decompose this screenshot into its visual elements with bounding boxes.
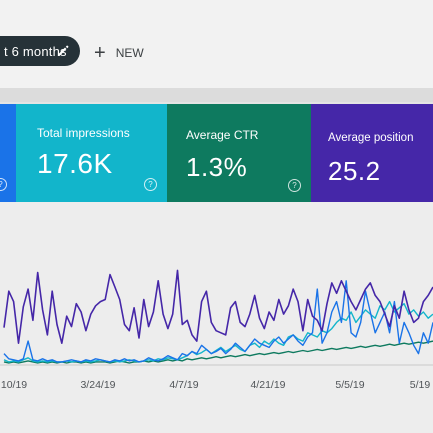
metric-value: 17.6K <box>37 148 113 179</box>
toolbar: t 6 months + NEW <box>0 0 433 88</box>
metric-value: 1.3% <box>186 152 248 182</box>
toolbar-divider <box>0 88 433 102</box>
date-range-chip[interactable]: t 6 months <box>0 36 80 66</box>
metric-card-ctr[interactable]: Average CTR 1.3% ? <box>167 104 311 202</box>
metric-value: 25.2 <box>328 156 381 186</box>
series-line-3 <box>3 340 433 364</box>
series-line-0 <box>3 269 433 344</box>
help-circle-icon[interactable]: ? <box>144 178 157 191</box>
metric-cards: ? Total impressions 17.6K ? Average CTR … <box>0 104 433 202</box>
x-tick-label: 10/19 <box>1 379 27 391</box>
new-button[interactable]: + NEW <box>94 42 144 64</box>
metric-label: Average position <box>328 132 414 144</box>
metric-card-clicks[interactable]: ? <box>0 104 16 202</box>
date-range-label: t 6 months <box>4 43 67 59</box>
x-tick-label: 4/21/19 <box>250 379 285 391</box>
metric-card-position[interactable]: Average position 25.2 <box>311 104 433 202</box>
performance-chart: 10/19 3/24/19 4/7/19 4/21/19 5/5/19 5/19 <box>0 202 433 433</box>
x-tick-label: 4/7/19 <box>169 379 198 391</box>
x-tick-label: 3/24/19 <box>80 379 115 391</box>
plus-icon: + <box>94 42 106 64</box>
line-chart: 10/19 3/24/19 4/7/19 4/21/19 5/5/19 5/19 <box>0 269 433 391</box>
help-circle-icon[interactable]: ? <box>0 178 7 191</box>
x-tick-label: 5/5/19 <box>335 379 364 391</box>
new-button-label: NEW <box>115 46 144 60</box>
pencil-icon[interactable] <box>55 43 71 59</box>
metric-card-impressions[interactable]: Total impressions 17.6K ? <box>16 104 167 202</box>
metric-label: Total impressions <box>37 126 130 140</box>
metric-label: Average CTR <box>186 128 259 142</box>
x-tick-label: 5/19 <box>410 379 431 391</box>
help-circle-icon[interactable]: ? <box>288 179 301 192</box>
series-line-1 <box>3 280 433 363</box>
